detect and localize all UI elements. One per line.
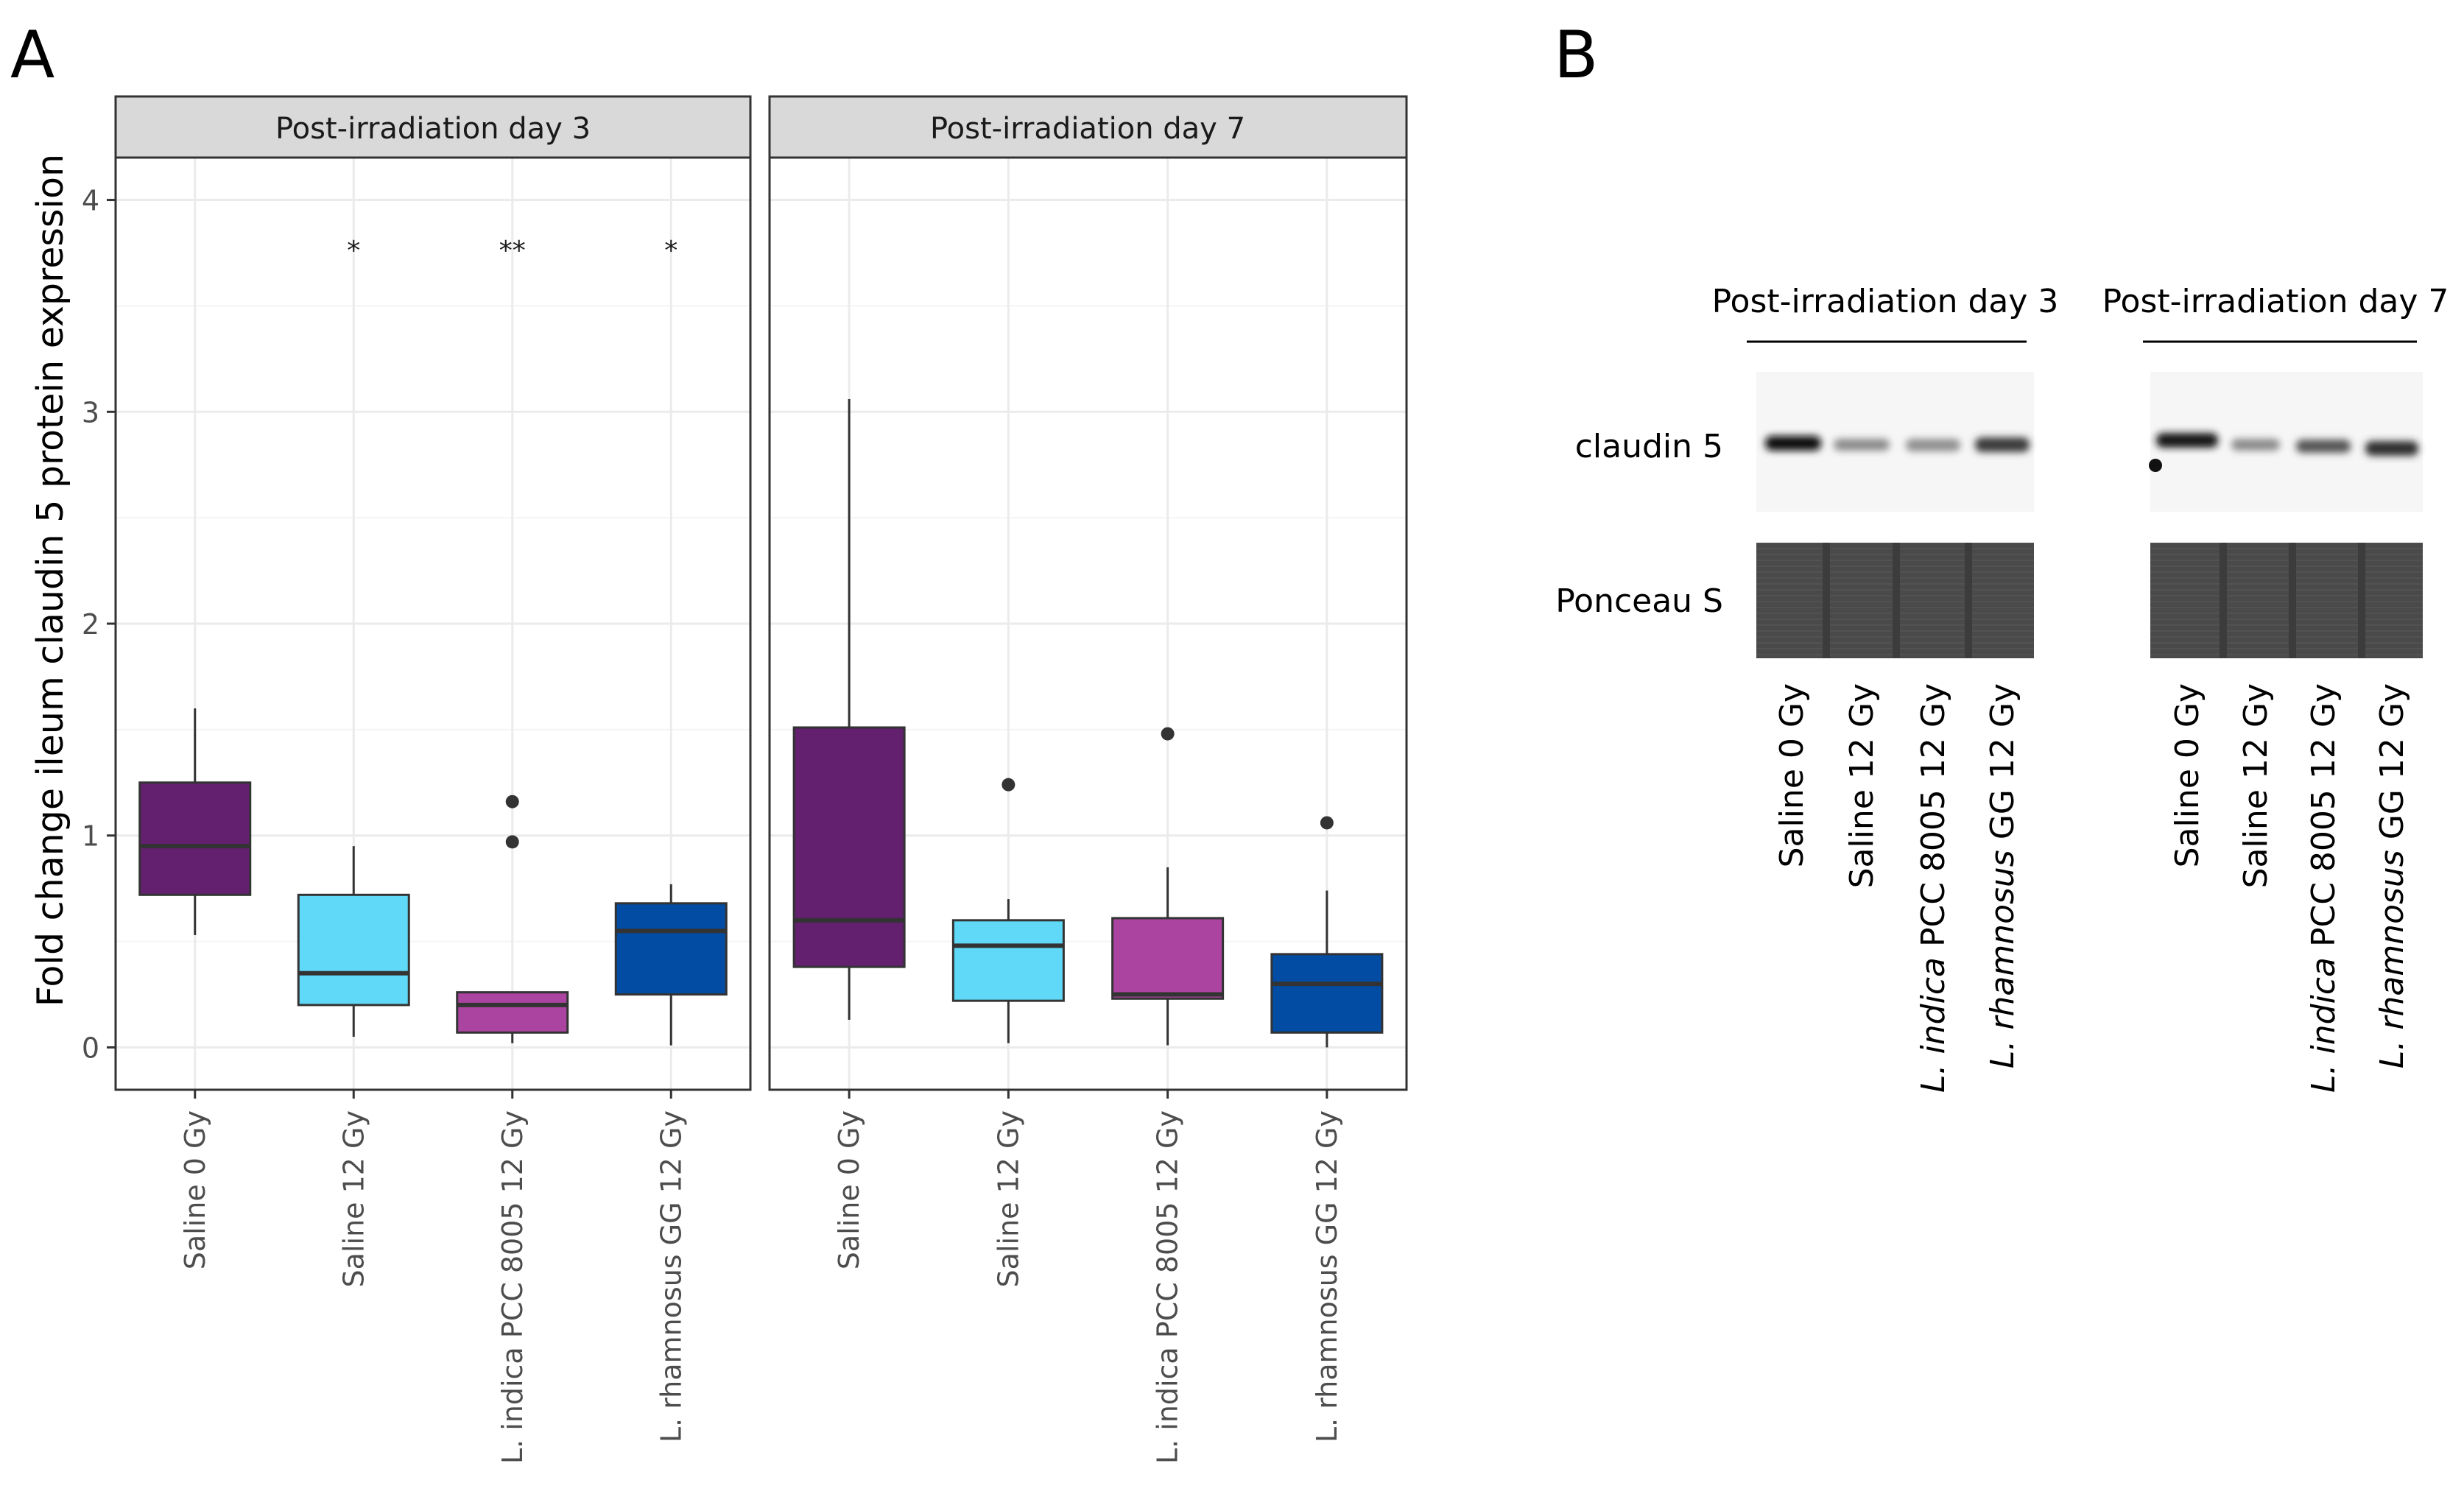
facet-day3-title: Post-irradiation day 3 [275, 112, 591, 146]
outlier-point [1320, 816, 1334, 830]
box [792, 726, 906, 968]
blot-row-ponceau-label: Ponceau S [1555, 582, 1723, 620]
panel-a-label: A [10, 17, 54, 93]
x-tick-label: L. indica PCC 8005 12 Gy [1152, 1110, 1184, 1464]
blot-lane-label: L. rhamnosus GG 12 Gy [2373, 683, 2411, 1068]
blot-lane-label: L. indica PCC 8005 12 Gy [1915, 683, 1952, 1093]
facet-day7-x-ticks: Saline 0 Gy Saline 12 Gy L. indica PCC 800… [833, 1090, 1343, 1464]
x-tick-label: L. rhamnosus GG 12 Gy [655, 1110, 687, 1442]
blot-lane-label: Saline 12 Gy [1843, 683, 1881, 888]
box [297, 893, 410, 1007]
blot-lane-labels: Saline 0 Gy Saline 12 Gy L. indica PCC 800… [1773, 683, 2411, 1093]
y-tick-label: 0 [82, 1032, 99, 1064]
blot-claudin5-day7 [2149, 372, 2423, 512]
blot-lane-label: Saline 12 Gy [2237, 683, 2275, 888]
blot-group-day3-title: Post-irradiation day 3 [1712, 283, 2059, 320]
facet-day7-boxes [792, 399, 1384, 1048]
y-axis-label: Fold change ileum claudin 5 protein expr… [29, 154, 71, 1007]
blot-lane-label: L. rhamnosus GG 12 Gy [1984, 683, 2021, 1068]
facet-day3-boxes: * ** * [138, 236, 728, 1046]
blot-row-claudin5-label: claudin 5 [1575, 428, 1723, 465]
facet-day7-grid [770, 158, 1407, 1090]
blot-ponceau-day3 [1756, 543, 2034, 658]
blot-lane-label: Saline 0 Gy [1773, 683, 1811, 867]
y-axis-ticks: 0 1 2 3 4 [82, 185, 116, 1064]
blot-lane-label: L. indica PCC 8005 12 Gy [2305, 683, 2342, 1093]
facet-day3: Post-irradiation day 3 * ** * Saline 0 Gy S… [114, 95, 752, 1464]
box [456, 991, 569, 1034]
significance-annotation: ** [499, 236, 526, 266]
significance-annotation: * [347, 236, 360, 266]
outlier-point [1002, 778, 1015, 792]
facet-day7: Post-irradiation day 7 Saline 0 Gy Saline… [768, 95, 1408, 1464]
x-tick-label: Saline 12 Gy [992, 1110, 1024, 1287]
blot-claudin5-day3 [1756, 372, 2034, 512]
outlier-point [1161, 727, 1175, 741]
x-tick-label: L. indica PCC 8005 12 Gy [496, 1110, 529, 1464]
facet-day3-strip [114, 95, 752, 159]
y-tick-label: 1 [82, 820, 99, 853]
x-tick-label: L. rhamnosus GG 12 Gy [1311, 1110, 1343, 1442]
outlier-point [505, 794, 519, 808]
y-tick-label: 3 [82, 396, 99, 429]
y-tick-label: 4 [82, 185, 99, 217]
facet-day7-strip [768, 95, 1408, 159]
box [1111, 917, 1225, 1000]
box [951, 919, 1065, 1002]
blot-group-day7-title: Post-irradiation day 7 [2102, 283, 2449, 320]
outlier-point [505, 835, 519, 849]
facet-day3-x-ticks: Saline 0 Gy Saline 12 Gy L. indica PCC 800… [179, 1090, 687, 1464]
blot-ponceau-day7 [2150, 543, 2423, 658]
x-tick-label: Saline 0 Gy [833, 1110, 865, 1269]
panel-b-label: B [1554, 17, 1598, 93]
significance-annotation: * [664, 236, 677, 266]
blot-lane-label: Saline 0 Gy [2169, 683, 2206, 867]
facet-day7-border [768, 156, 1408, 1091]
x-tick-label: Saline 12 Gy [337, 1110, 370, 1287]
facet-day7-title: Post-irradiation day 7 [930, 112, 1245, 146]
x-tick-label: Saline 0 Gy [179, 1110, 211, 1269]
facet-day3-border [114, 156, 752, 1091]
y-tick-label: 2 [82, 608, 99, 641]
box [138, 781, 252, 896]
box [614, 902, 728, 996]
box [1270, 953, 1384, 1034]
